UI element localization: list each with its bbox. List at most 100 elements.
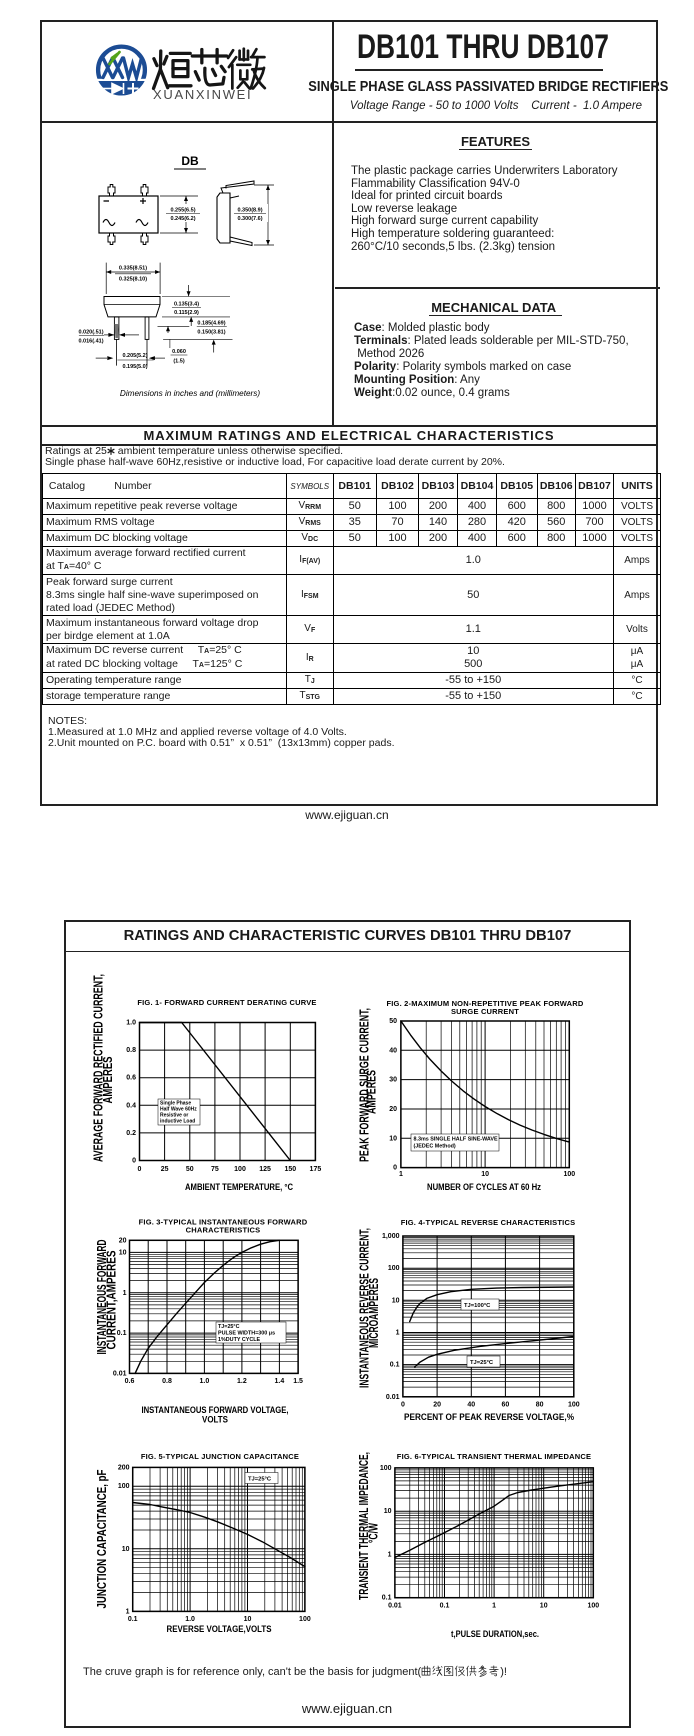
- svg-text:0: 0: [393, 1165, 397, 1172]
- svg-text:1.0: 1.0: [185, 1616, 195, 1623]
- svg-text:Half Wave 60Hz: Half Wave 60Hz: [160, 1107, 197, 1113]
- svg-text:0: 0: [132, 1158, 136, 1165]
- svg-text:0.01: 0.01: [113, 1370, 127, 1377]
- svg-text:0.350(8.9): 0.350(8.9): [237, 208, 262, 214]
- svg-text:(1.5): (1.5): [173, 359, 184, 365]
- svg-text:0.060: 0.060: [172, 349, 186, 355]
- svg-text:10: 10: [540, 1603, 548, 1610]
- svg-text:0.1: 0.1: [128, 1616, 138, 1623]
- svg-text:10: 10: [119, 1249, 127, 1256]
- svg-text:100: 100: [587, 1603, 599, 1610]
- svg-text:100: 100: [568, 1402, 580, 1409]
- svg-text:Resistive or: Resistive or: [160, 1113, 188, 1119]
- svg-text:50: 50: [389, 1018, 397, 1025]
- svg-text:REVERSE VOLTAGE,VOLTS: REVERSE VOLTAGE,VOLTS: [167, 1623, 272, 1634]
- svg-text:TJ=100°C: TJ=100°C: [464, 1303, 491, 1309]
- svg-text:40: 40: [467, 1402, 475, 1409]
- svg-text:0.245(6.2): 0.245(6.2): [170, 216, 195, 222]
- svg-text:0.016(.41): 0.016(.41): [78, 339, 103, 345]
- svg-text:MICROAMPERES: MICROAMPERES: [366, 1278, 381, 1348]
- svg-text:INSTANTANEOUS REVERSE CURRENT,: INSTANTANEOUS REVERSE CURRENT,: [357, 1228, 372, 1388]
- svg-text:1: 1: [399, 1171, 403, 1178]
- svg-text:TRANSIENT THERMAL IMPEDANCE,: TRANSIENT THERMAL IMPEDANCE,: [356, 1452, 371, 1600]
- svg-text:20: 20: [433, 1402, 441, 1409]
- svg-text:1.0: 1.0: [126, 1020, 136, 1027]
- svg-text:0.300(7.6): 0.300(7.6): [237, 216, 262, 222]
- svg-text:°C/W: °C/W: [366, 1523, 381, 1543]
- svg-text:1.5: 1.5: [293, 1378, 303, 1385]
- svg-text:AMBIENT TEMPERATURE, °C: AMBIENT TEMPERATURE, °C: [185, 1181, 293, 1192]
- svg-text:10: 10: [122, 1546, 130, 1553]
- svg-text:TJ=25°C: TJ=25°C: [248, 1476, 272, 1482]
- svg-text:10: 10: [384, 1508, 392, 1515]
- svg-text:PULSE WIDTH=300 μs: PULSE WIDTH=300 μs: [218, 1331, 275, 1337]
- svg-text:0.150(3.81): 0.150(3.81): [197, 330, 225, 336]
- svg-text:FIG. 5-TYPICAL JUNCTION CAPACI: FIG. 5-TYPICAL JUNCTION CAPACITANCE: [141, 1452, 299, 1461]
- svg-text:FIG. 4-TYPICAL REVERSE CHARACT: FIG. 4-TYPICAL REVERSE CHARACTERISTICS: [401, 1218, 576, 1227]
- svg-text:CURRENT,AMPERES: CURRENT,AMPERES: [104, 1250, 119, 1349]
- svg-text:VOLTS: VOLTS: [202, 1414, 228, 1425]
- svg-text:1.2: 1.2: [237, 1378, 247, 1385]
- svg-text:0.6: 0.6: [125, 1378, 135, 1385]
- svg-text:100: 100: [299, 1616, 311, 1623]
- svg-text:AMPERES: AMPERES: [364, 1070, 379, 1114]
- svg-text:FIG. 6-TYPICAL TRANSIENT THERM: FIG. 6-TYPICAL TRANSIENT THERMAL IMPEDAN…: [397, 1452, 591, 1461]
- svg-text:80: 80: [536, 1402, 544, 1409]
- svg-text:CHARACTERISTICS: CHARACTERISTICS: [186, 1226, 261, 1235]
- svg-text:0.1: 0.1: [390, 1362, 400, 1369]
- svg-text:JUNCTION CAPACITANCE, pF: JUNCTION CAPACITANCE, pF: [94, 1469, 109, 1608]
- svg-text:FIG. 3-TYPICAL INSTANTANEOUS F: FIG. 3-TYPICAL INSTANTANEOUS FORWARD: [139, 1218, 308, 1227]
- svg-text:t,PULSE DURATION,sec.: t,PULSE DURATION,sec.: [451, 1628, 539, 1639]
- svg-text:FIG. 2-MAXIMUM NON-REPETITIVE: FIG. 2-MAXIMUM NON-REPETITIVE PEAK FORWA…: [386, 999, 583, 1008]
- svg-text:0.4: 0.4: [126, 1102, 136, 1109]
- svg-text:PEAK FORWARD SURGE CURRENT,: PEAK FORWARD SURGE CURRENT,: [357, 1008, 372, 1162]
- svg-text:0.255(6.5): 0.255(6.5): [170, 208, 195, 214]
- svg-text:1: 1: [388, 1551, 392, 1558]
- svg-text:1: 1: [492, 1603, 496, 1610]
- svg-text:50: 50: [186, 1166, 194, 1173]
- svg-text:10: 10: [389, 1135, 397, 1142]
- svg-text:TJ=25°C: TJ=25°C: [218, 1324, 240, 1330]
- svg-text:INSTANTANEOUS FORWARD: INSTANTANEOUS FORWARD: [94, 1240, 109, 1355]
- svg-text:AMPERES: AMPERES: [100, 1056, 115, 1103]
- svg-text:0.8: 0.8: [126, 1047, 136, 1054]
- svg-text:0.020(.51): 0.020(.51): [78, 330, 103, 336]
- svg-text:10: 10: [481, 1171, 489, 1178]
- svg-text:XUANXINWEI: XUANXINWEI: [153, 87, 252, 102]
- svg-text:0.335(8.51): 0.335(8.51): [119, 266, 147, 272]
- svg-text:40: 40: [389, 1047, 397, 1054]
- svg-text:8.3ms SINGLE HALF SINE-WAVE: 8.3ms SINGLE HALF SINE-WAVE: [414, 1137, 498, 1143]
- svg-text:30: 30: [389, 1077, 397, 1084]
- svg-text:1: 1: [126, 1608, 130, 1615]
- svg-text:100: 100: [563, 1171, 575, 1178]
- svg-text:20: 20: [389, 1106, 397, 1113]
- svg-text:FIG. 1- FORWARD CURRENT DERATI: FIG. 1- FORWARD CURRENT DERATING CURVE: [137, 998, 316, 1007]
- svg-text:Dimensions in inches and (mill: Dimensions in inches and (millimeters): [120, 389, 260, 398]
- svg-text:150: 150: [284, 1166, 296, 1173]
- svg-text:0.01: 0.01: [386, 1394, 400, 1401]
- svg-text:0: 0: [138, 1166, 142, 1173]
- svg-text:inductive Load: inductive Load: [160, 1119, 195, 1125]
- svg-text:TJ=25°C: TJ=25°C: [470, 1360, 494, 1366]
- svg-text:Single Phase: Single Phase: [160, 1101, 191, 1107]
- svg-text:200: 200: [118, 1464, 130, 1471]
- svg-text:100: 100: [388, 1265, 400, 1272]
- svg-text:0.135(3.4): 0.135(3.4): [174, 302, 199, 308]
- svg-text:100: 100: [234, 1166, 246, 1173]
- svg-text:75: 75: [211, 1166, 219, 1173]
- svg-text:(JEDEC Method): (JEDEC Method): [414, 1144, 456, 1150]
- svg-text:20: 20: [119, 1237, 127, 1244]
- svg-text:10: 10: [244, 1616, 252, 1623]
- svg-text:0.1: 0.1: [382, 1595, 392, 1602]
- svg-text:125: 125: [259, 1166, 271, 1173]
- svg-text:0.115(2.9): 0.115(2.9): [174, 310, 199, 316]
- svg-text:INSTANTANEOUS FORWARD VOLTAGE,: INSTANTANEOUS FORWARD VOLTAGE,: [142, 1404, 289, 1415]
- svg-text:1.4: 1.4: [275, 1378, 285, 1385]
- svg-text:25: 25: [161, 1166, 169, 1173]
- svg-text:0.185(4.69): 0.185(4.69): [197, 321, 225, 327]
- svg-text:0.1: 0.1: [440, 1603, 450, 1610]
- svg-text:0.205(5.2): 0.205(5.2): [122, 353, 147, 359]
- svg-text:PERCENT OF PEAK REVERSE VOLTAG: PERCENT OF PEAK REVERSE VOLTAGE,%: [404, 1411, 575, 1422]
- svg-text:NUMBER OF CYCLES AT 60 Hz: NUMBER OF CYCLES AT 60 Hz: [427, 1181, 541, 1192]
- svg-text:0.8: 0.8: [162, 1378, 172, 1385]
